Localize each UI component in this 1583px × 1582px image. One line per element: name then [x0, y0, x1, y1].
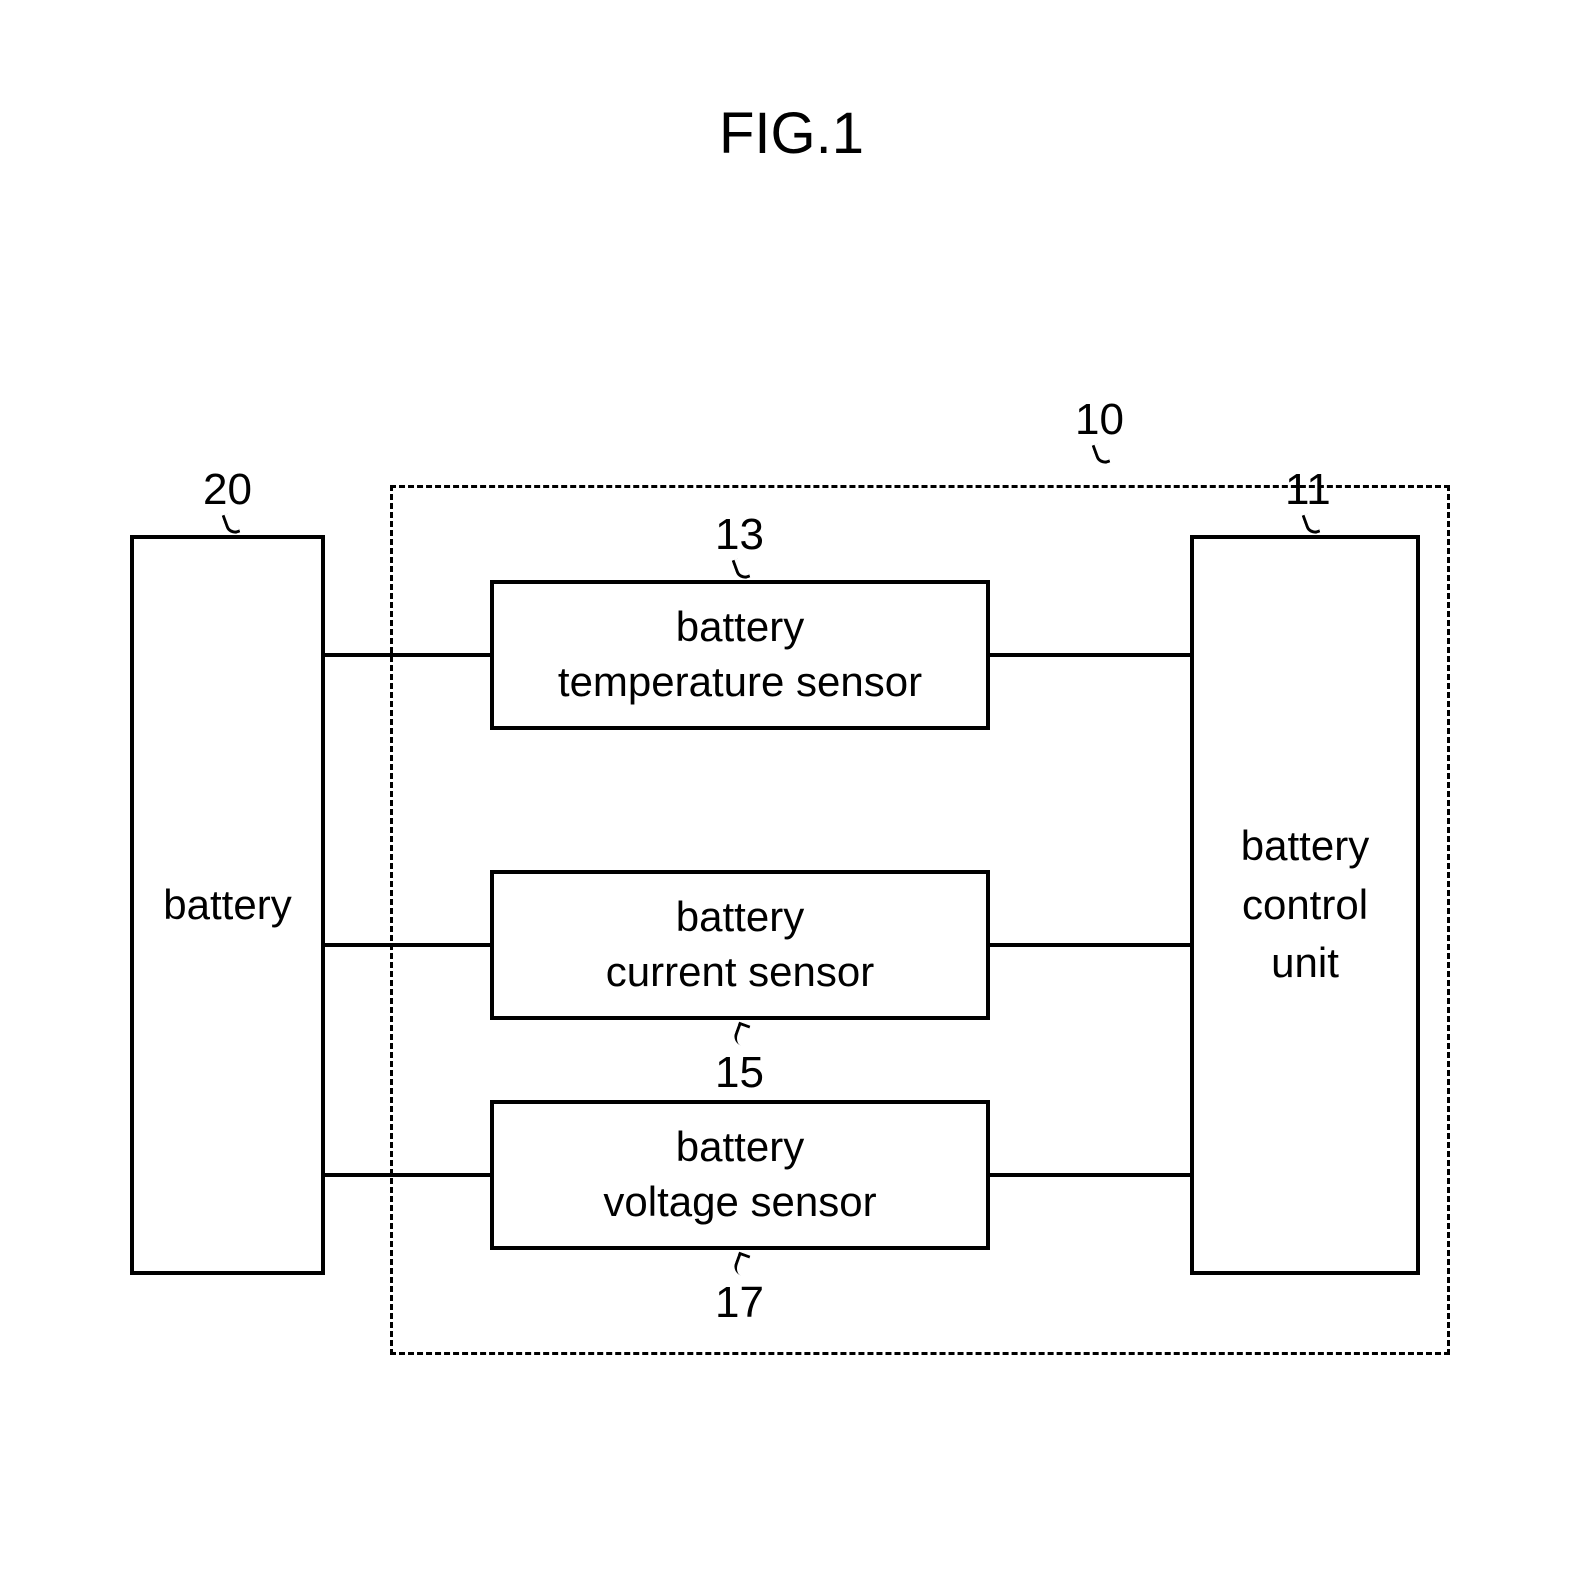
ref-17: 17 [715, 1278, 764, 1328]
control-line2: control [1242, 881, 1368, 928]
voltage-sensor-line1: battery [676, 1120, 804, 1175]
current-sensor-block: battery current sensor [490, 870, 990, 1020]
temp-sensor-line2: temperature sensor [558, 655, 922, 710]
current-sensor-line1: battery [676, 890, 804, 945]
temp-sensor-line1: battery [676, 600, 804, 655]
current-sensor-line2: current sensor [606, 945, 874, 1000]
battery-block: battery [130, 535, 325, 1275]
figure-title: FIG.1 [719, 100, 864, 167]
ref-13: 13 [715, 510, 764, 560]
line-battery-temp [325, 653, 490, 657]
ref-10: 10 [1075, 395, 1124, 445]
line-temp-control [990, 653, 1190, 657]
voltage-sensor-block: battery voltage sensor [490, 1100, 990, 1250]
control-line1: battery [1241, 822, 1369, 869]
line-battery-current [325, 943, 490, 947]
ref-20: 20 [203, 465, 252, 515]
battery-label: battery [163, 881, 291, 929]
voltage-sensor-line2: voltage sensor [603, 1175, 876, 1230]
control-unit-block: battery control unit [1190, 535, 1420, 1275]
line-current-control [990, 943, 1190, 947]
diagram-container: battery battery temperature sensor batte… [130, 400, 1480, 1300]
line-voltage-control [990, 1173, 1190, 1177]
line-battery-voltage [325, 1173, 490, 1177]
ref-20-tick [222, 512, 241, 537]
control-line3: unit [1271, 939, 1339, 986]
ref-10-tick [1092, 442, 1111, 467]
ref-15: 15 [715, 1048, 764, 1098]
control-unit-label: battery control unit [1241, 817, 1369, 993]
ref-11: 11 [1285, 465, 1331, 515]
temp-sensor-block: battery temperature sensor [490, 580, 990, 730]
